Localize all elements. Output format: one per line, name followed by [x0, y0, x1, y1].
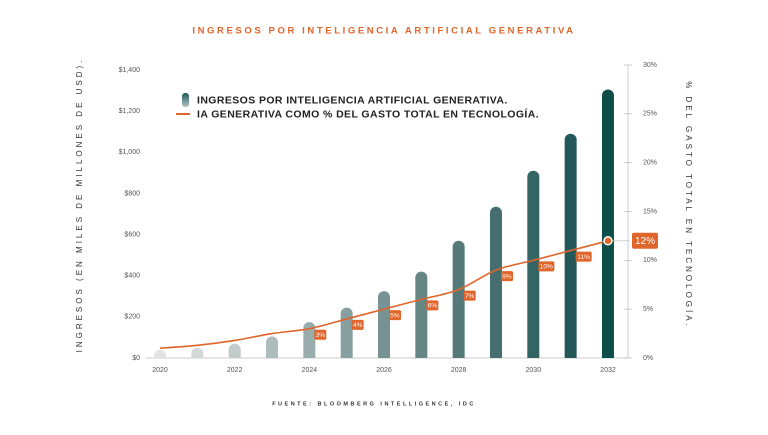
value-label: 12% [635, 236, 655, 247]
y-tick-label: $400 [124, 273, 140, 280]
value-label: 11% [577, 254, 590, 261]
end-point [603, 236, 613, 246]
bar [228, 343, 241, 358]
value-label-box [575, 251, 592, 262]
value-label: 4% [353, 322, 363, 329]
bar [564, 133, 577, 358]
y-tick-label: $800 [124, 190, 140, 197]
value-label: 10% [540, 264, 553, 271]
x-tick-label: 2028 [451, 367, 467, 374]
bar [378, 291, 390, 358]
source: FUENTE: BLOOMBERG INTELLIGENCE, IDC [272, 401, 476, 407]
value-label: 6% [428, 303, 438, 310]
y2-tick-label: 20% [643, 160, 657, 167]
legend-label: IA GENERATIVA COMO % DEL GASTO TOTAL EN … [197, 107, 539, 120]
chart-title: INGRESOS POR INTELIGENCIA ARTIFICIAL GEN… [192, 26, 575, 37]
bar [154, 349, 167, 358]
value-label: 3% [316, 332, 326, 339]
value-label: 9% [502, 273, 512, 280]
value-label: 7% [465, 293, 475, 300]
bar [452, 240, 465, 358]
y-tick-label: $1,400 [119, 67, 141, 74]
y-tick-label: $200 [124, 314, 140, 321]
value-label-box [500, 271, 513, 282]
value-label-box [389, 310, 401, 321]
y2-tick-label: 25% [643, 111, 657, 118]
value-label-box [426, 300, 439, 311]
value-label-box [463, 290, 476, 301]
line [159, 240, 609, 350]
x-tick-label: 2024 [302, 367, 318, 374]
y-tick-label: $1,000 [119, 149, 141, 156]
x-tick-label: 2030 [526, 367, 542, 374]
y-axis-label: INGRESOS (EN MILES DE MILLONES DE USD). [75, 58, 84, 353]
y-tick-label: $1,200 [119, 108, 141, 115]
x-tick-label: 2026 [376, 367, 392, 374]
y2-tick-label: 15% [643, 208, 657, 215]
value-label-box [538, 261, 555, 272]
x-tick-label: 2022 [227, 367, 243, 374]
y2-tick-label: 30% [643, 62, 657, 69]
bar [489, 206, 502, 358]
y2-tick-label: 10% [643, 257, 657, 264]
legend-bar-icon [182, 93, 189, 107]
y-tick-label: $600 [124, 231, 140, 238]
bar [527, 170, 540, 358]
value-label-box [632, 232, 658, 249]
value-label: 5% [390, 312, 400, 319]
value-label-box [351, 319, 364, 330]
y-tick-label: $0 [132, 355, 140, 362]
legend-label: INGRESOS POR INTELIGENCIA ARTIFICIAL GEN… [197, 94, 508, 106]
bar [303, 322, 316, 358]
bar [191, 347, 204, 358]
y2-axis-label: % DEL GASTO TOTAL EN TECNOLOGÍA. [684, 81, 693, 329]
bar [601, 89, 614, 359]
y2-tick-label: 0% [643, 355, 653, 362]
x-tick-label: 2032 [600, 367, 616, 374]
y2-tick-label: 5% [643, 306, 653, 313]
value-label-box [314, 329, 327, 340]
x-tick-label: 2020 [152, 367, 168, 374]
bar [340, 307, 353, 358]
bar [266, 336, 279, 358]
bar [415, 271, 428, 358]
